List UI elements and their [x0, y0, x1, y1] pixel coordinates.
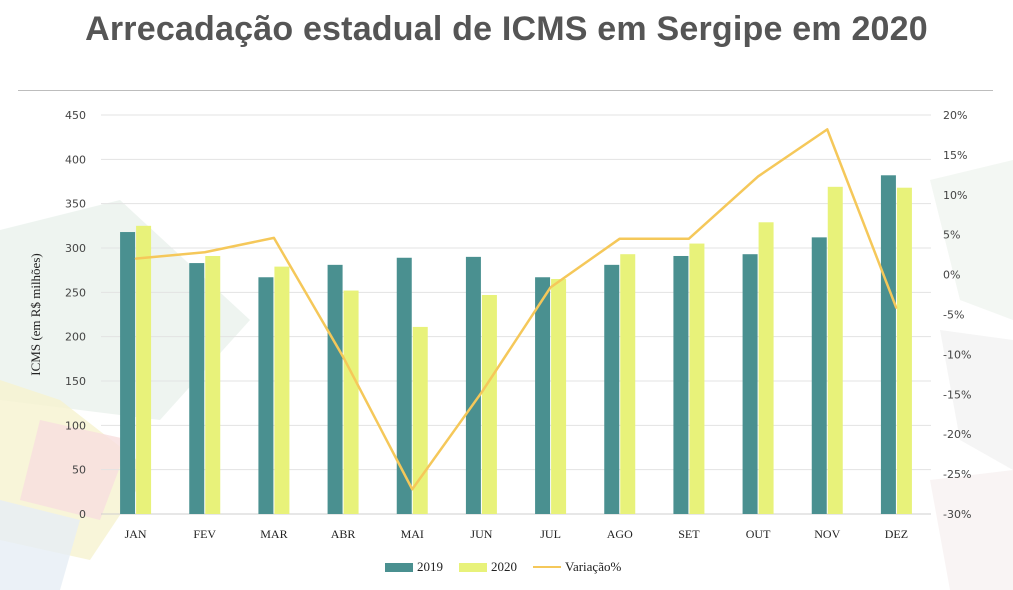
bar-2020-out	[758, 222, 774, 514]
y-tick-label: 300	[65, 242, 86, 255]
variacao-point-ago	[618, 237, 621, 240]
variacao-point-fev	[203, 251, 206, 254]
variacao-point-jun	[480, 391, 483, 394]
chart-title: Arrecadação estadual de ICMS em Sergipe …	[85, 10, 928, 48]
bar-2020-mai	[412, 326, 428, 514]
legend-swatch-2020	[459, 562, 487, 572]
x-tick-label-ago: AGO	[607, 527, 633, 541]
bar-2020-ago	[620, 254, 636, 514]
title-divider	[18, 90, 993, 91]
y-tick-label: 0	[79, 508, 86, 521]
bar-2019-set	[673, 255, 689, 515]
x-tick-label-abr: ABR	[331, 527, 356, 541]
variacao-point-jan	[134, 257, 137, 260]
bar-2019-jul	[535, 277, 551, 514]
y2-tick-label: 0%	[943, 269, 960, 282]
y-tick-label: 100	[65, 419, 86, 432]
variacao-point-out	[757, 175, 759, 178]
variacao-point-set	[688, 237, 690, 240]
bar-2019-nov	[811, 237, 827, 515]
y-tick-label: 450	[65, 109, 86, 122]
y2-tick-label: 5%	[943, 229, 960, 242]
y2-tick-label: 10%	[943, 189, 967, 202]
y-tick-label: 350	[65, 198, 86, 211]
bar-2020-mar	[274, 266, 290, 514]
bar-2019-mar	[258, 277, 274, 514]
bar-2019-ago	[604, 264, 620, 514]
bar-2020-fev	[205, 255, 221, 515]
y2-tick-label: -5%	[943, 309, 964, 322]
x-tick-label-jan: JAN	[125, 527, 147, 541]
bar-2020-jun	[481, 294, 497, 514]
y-tick-label: 50	[72, 464, 86, 477]
legend-item-variacao: Variação%	[533, 559, 621, 575]
bar-2020-jul	[551, 279, 567, 514]
variacao-point-abr	[342, 355, 344, 358]
x-tick-label-jun: JUN	[470, 527, 492, 541]
y2-tick-label: -10%	[943, 348, 971, 361]
y2-tick-label: 15%	[943, 149, 967, 162]
legend-label-2020: 2020	[491, 559, 517, 574]
variacao-line	[135, 128, 898, 491]
variacao-point-mar	[273, 237, 275, 239]
y-tick-label: 400	[65, 153, 86, 166]
y2-tick-label: -30%	[943, 508, 971, 521]
bar-2019-out	[742, 254, 758, 514]
y-tick-label: 250	[65, 286, 86, 299]
y-axis-title: ICMS (em R$ milhões)	[28, 253, 43, 375]
x-tick-label-dez: DEZ	[885, 527, 908, 541]
y2-tick-label: -25%	[943, 468, 971, 481]
y2-tick-label: -20%	[943, 428, 971, 441]
bar-2020-jan	[136, 225, 152, 515]
legend-swatch-2019	[385, 562, 413, 572]
legend-label-2019: 2019	[417, 559, 443, 574]
x-tick-label-set: SET	[678, 527, 700, 541]
x-tick-label-mar: MAR	[260, 527, 287, 541]
x-tick-label-fev: FEV	[193, 527, 216, 541]
bar-2019-jan	[120, 232, 136, 515]
bar-2019-jun	[465, 256, 481, 514]
x-tick-label-out: OUT	[746, 527, 771, 541]
variacao-point-mai	[411, 488, 414, 491]
bar-2019-mai	[396, 257, 412, 514]
legend-swatch-variacao	[533, 566, 561, 568]
y-tick-label: 200	[65, 331, 86, 344]
variacao-point-jul	[549, 286, 552, 289]
y2-tick-label: -15%	[943, 388, 971, 401]
bar-2019-abr	[327, 264, 343, 514]
x-tick-label-mai: MAI	[401, 527, 424, 541]
bar-2020-set	[689, 243, 705, 515]
legend-item-2019: 2019	[385, 559, 443, 575]
bar-2020-abr	[343, 290, 359, 514]
legend-item-2020: 2020	[459, 559, 517, 575]
bar-2019-fev	[189, 263, 205, 514]
variacao-point-dez	[895, 307, 898, 309]
x-tick-label-nov: NOV	[814, 527, 840, 541]
bar-2019-dez	[880, 175, 896, 514]
bar-2020-nov	[827, 186, 843, 514]
legend-label-variacao: Variação%	[565, 559, 622, 574]
chart-legend: 2019 2020 Variação%	[385, 559, 637, 575]
x-tick-label-jul: JUL	[540, 527, 561, 541]
y2-tick-label: 20%	[943, 109, 967, 122]
y-tick-label: 150	[65, 375, 86, 388]
bar-2020-dez	[896, 187, 912, 514]
variacao-point-nov	[826, 128, 829, 131]
